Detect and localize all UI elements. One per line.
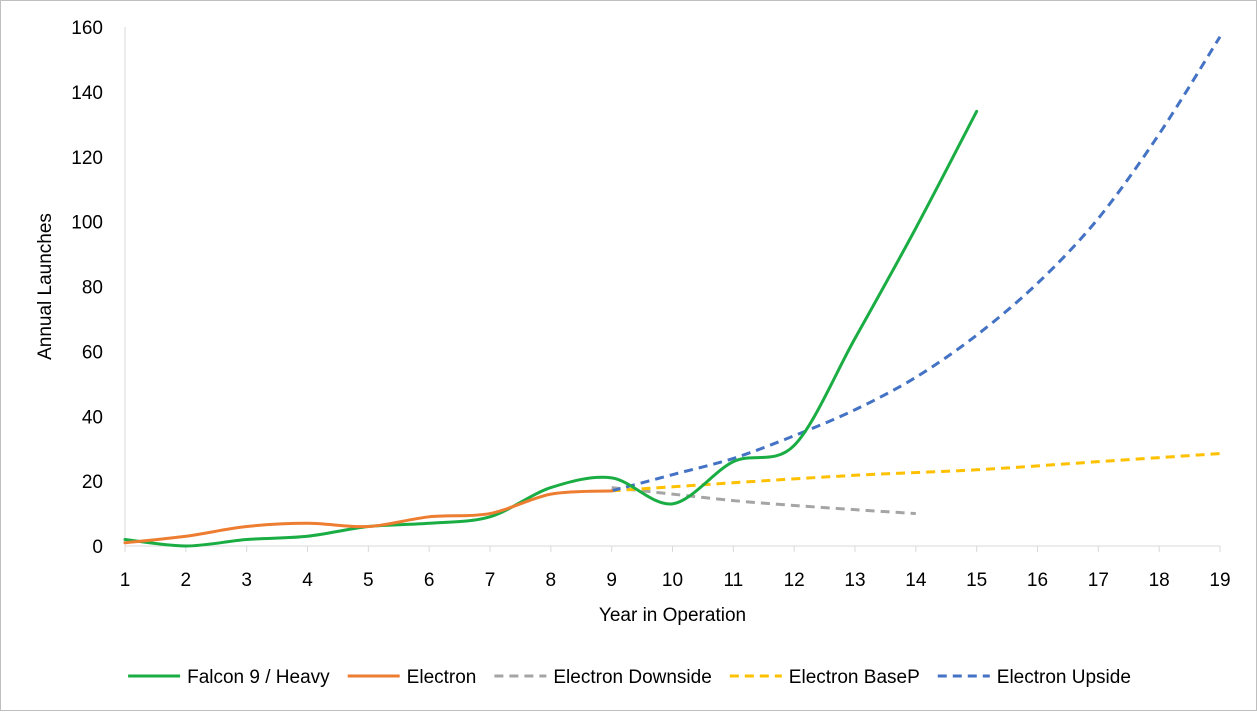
x-tick-label: 4 xyxy=(302,570,313,591)
x-tick-label: 18 xyxy=(1149,570,1170,591)
series-line-electron-upside xyxy=(611,35,1222,493)
legend-item-electron: Electron xyxy=(347,667,477,688)
x-tick-label: 17 xyxy=(1088,570,1109,591)
legend-item-falcon-9-heavy: Falcon 9 / Heavy xyxy=(128,667,330,688)
plot-series xyxy=(123,35,1222,548)
legend-label: Electron Downside xyxy=(553,667,711,688)
series-line-electron-downside xyxy=(611,486,916,516)
x-tick-label: 15 xyxy=(966,570,987,591)
legend-label: Falcon 9 / Heavy xyxy=(187,667,330,688)
y-tick-label: 100 xyxy=(71,213,103,234)
x-tick-label: 6 xyxy=(424,570,435,591)
legend-item-electron-upside: Electron Upside xyxy=(937,667,1131,688)
x-tick-label: 11 xyxy=(723,570,743,591)
legend: Falcon 9 / Heavy Electron Electron Downsid… xyxy=(128,667,1131,688)
y-tick-label: 140 xyxy=(71,83,103,104)
series-line-electron xyxy=(123,489,614,545)
y-axis-title: Annual Launches xyxy=(35,213,56,360)
y-tick-label: 20 xyxy=(82,472,103,493)
x-tick-label: 8 xyxy=(546,570,557,591)
x-tick-label: 14 xyxy=(905,570,927,591)
legend-label: Electron BaseP xyxy=(789,667,920,688)
x-tick-label: 2 xyxy=(181,570,192,591)
legend-item-electron-basep: Electron BaseP xyxy=(729,667,920,688)
x-tick-label: 7 xyxy=(485,570,496,591)
x-tick-label: 16 xyxy=(1027,570,1048,591)
x-tick-label: 13 xyxy=(844,570,865,591)
y-tick-label: 160 xyxy=(71,18,103,39)
y-tick-label: 120 xyxy=(71,148,103,169)
y-tick-label: 40 xyxy=(82,407,103,428)
legend-item-electron-downside: Electron Downside xyxy=(494,667,712,688)
x-tick-label: 12 xyxy=(784,570,805,591)
y-tick-label: 60 xyxy=(82,342,103,363)
y-tick-label: 0 xyxy=(92,537,103,558)
legend-label: Electron xyxy=(407,667,477,688)
y-tick-label: 80 xyxy=(82,278,103,299)
x-tick-label: 9 xyxy=(606,570,617,591)
series-line-electron-basep xyxy=(611,452,1221,493)
x-tick-label: 3 xyxy=(241,570,252,591)
x-tick-label: 10 xyxy=(662,570,683,591)
series-line-falcon-9-heavy xyxy=(123,109,979,548)
x-tick-label: 5 xyxy=(363,570,374,591)
x-tick-label: 1 xyxy=(120,570,131,591)
x-axis-title: Year in Operation xyxy=(599,605,746,626)
legend-label: Electron Upside xyxy=(997,667,1131,688)
x-tick-label: 19 xyxy=(1209,570,1230,591)
